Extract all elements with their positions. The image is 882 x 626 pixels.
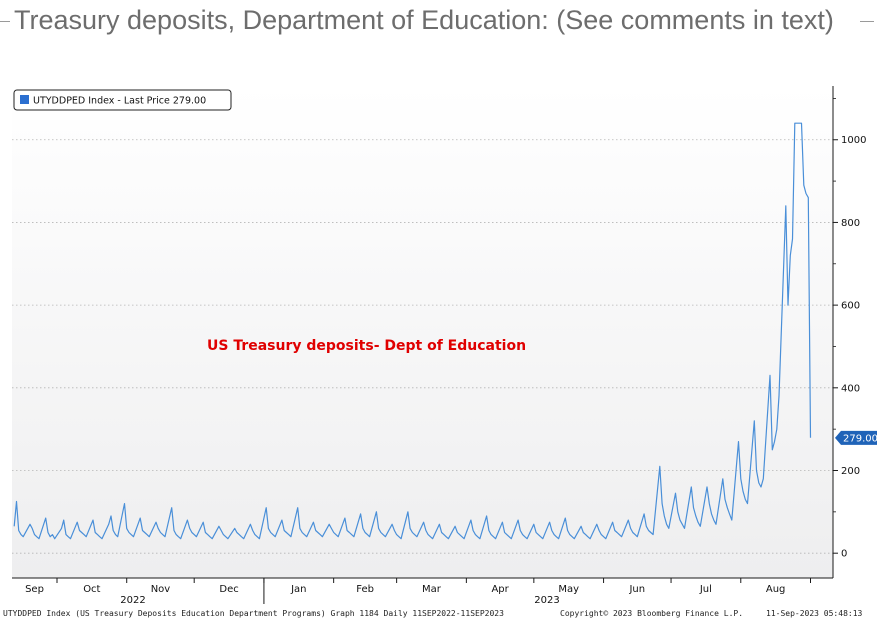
x-tick-label: Jul bbox=[699, 584, 712, 595]
x-tick-label: Apr bbox=[491, 584, 509, 595]
x-tick-label: Feb bbox=[356, 584, 374, 595]
x-tick-label: Dec bbox=[219, 584, 238, 595]
x-tick-label: May bbox=[558, 584, 579, 595]
legend-swatch bbox=[20, 95, 29, 104]
y-tick-label: 1000 bbox=[841, 135, 866, 146]
gridlines bbox=[12, 139, 833, 554]
chart-title: Treasury deposits, Department of Educati… bbox=[14, 5, 834, 35]
footer-description: UTYDDPED Index (US Treasury Deposits Edu… bbox=[3, 609, 504, 618]
year-label: 2022 bbox=[120, 595, 145, 606]
y-axis-ticks: 0 200 400 600 800 1000 bbox=[833, 98, 866, 560]
last-value-tag: 279.00 bbox=[835, 430, 878, 445]
footer-timestamp: 11-Sep-2023 05:48:13 bbox=[766, 609, 863, 618]
x-tick-label: Oct bbox=[83, 584, 100, 595]
x-tick-label: Sep bbox=[25, 584, 44, 595]
legend: UTYDDPED Index - Last Price 279.00 bbox=[13, 89, 232, 111]
x-tick-label: Jun bbox=[628, 584, 645, 595]
x-tick-label: Jan bbox=[290, 584, 306, 595]
y-tick-label: 0 bbox=[841, 549, 847, 560]
x-axis-ticks: Sep Oct Nov Dec Jan Feb Mar Apr May Jun Jul Aug 2022… bbox=[25, 578, 812, 606]
footer-copyright: Copyright© 2023 Bloomberg Finance L.P. bbox=[560, 609, 744, 618]
chart-annotation: US Treasury deposits- Dept of Education bbox=[207, 338, 526, 354]
legend-label: UTYDDPED Index - Last Price 279.00 bbox=[33, 96, 206, 107]
year-label: 2023 bbox=[534, 595, 559, 606]
title-rule-left bbox=[0, 21, 10, 22]
x-tick-label: Nov bbox=[151, 584, 171, 595]
y-tick-label: 200 bbox=[841, 466, 860, 477]
y-tick-label: 800 bbox=[841, 218, 860, 229]
legend-box bbox=[13, 89, 232, 111]
last-value-label: 279.00 bbox=[843, 433, 878, 444]
last-value-marker bbox=[835, 430, 877, 445]
x-tick-label: Aug bbox=[766, 584, 786, 595]
plot-area bbox=[12, 86, 833, 578]
x-tick-label: Mar bbox=[422, 584, 442, 595]
series-line bbox=[13, 122, 812, 540]
title-rule-right bbox=[860, 21, 874, 22]
y-tick-label: 600 bbox=[841, 301, 860, 312]
y-tick-label: 400 bbox=[841, 383, 860, 394]
